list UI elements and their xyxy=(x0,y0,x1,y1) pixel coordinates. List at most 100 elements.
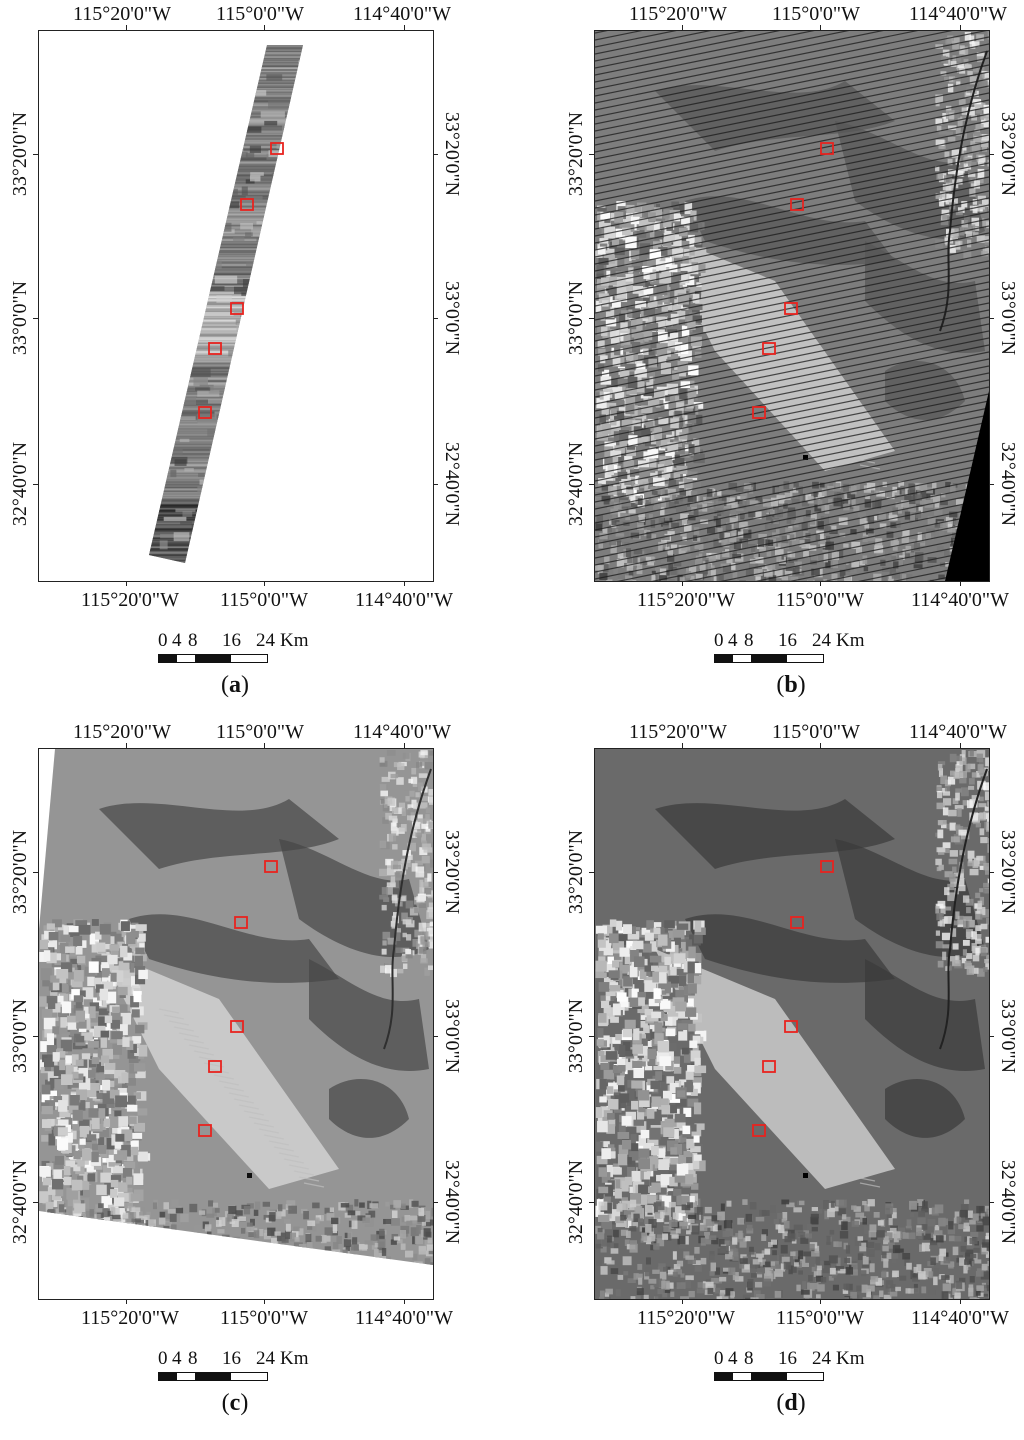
panel-label: (a) xyxy=(221,672,249,698)
lat-label-right: 33°20'0"N xyxy=(997,111,1019,197)
lon-label-top: 115°20'0"W xyxy=(73,721,171,743)
tick-mark xyxy=(989,154,994,155)
scale-segment xyxy=(159,655,177,662)
roi-box xyxy=(270,142,284,155)
scale-tick-label: 4 xyxy=(172,630,182,651)
panel-letter: d xyxy=(784,1390,798,1416)
tick-mark xyxy=(264,743,265,748)
lon-label-bottom: 114°40'0"W xyxy=(911,589,1009,611)
scale-bar-graphic xyxy=(714,1372,824,1381)
tick-mark xyxy=(589,484,594,485)
scale-tick-label: 4 xyxy=(728,630,738,651)
map-frame xyxy=(38,748,434,1300)
roi-box xyxy=(234,916,248,929)
tick-mark xyxy=(404,1299,405,1304)
tick-mark xyxy=(589,154,594,155)
tick-mark xyxy=(589,872,594,873)
roi-box xyxy=(784,1020,798,1033)
roi-box xyxy=(230,1020,244,1033)
tick-mark xyxy=(433,1036,438,1037)
lat-label-left: 32°40'0"N xyxy=(9,1159,31,1245)
tick-mark xyxy=(989,1202,994,1203)
lat-label-left: 33°20'0"N xyxy=(9,829,31,915)
scale-segment xyxy=(715,655,733,662)
scale-tick-label: 0 xyxy=(158,1348,168,1369)
scale-tick-label: 8 xyxy=(188,630,198,651)
tick-mark xyxy=(682,743,683,748)
tick-mark xyxy=(589,1202,594,1203)
scale-segment xyxy=(195,655,231,662)
scale-segment xyxy=(177,655,195,662)
tick-mark xyxy=(264,25,265,30)
lon-label-top: 115°0'0"W xyxy=(216,3,304,25)
scale-bar: 0 4 8 16 24 Km xyxy=(714,630,865,670)
panel-letter: b xyxy=(784,672,798,698)
lat-label-right: 33°20'0"N xyxy=(441,829,463,915)
roi-box xyxy=(240,198,254,211)
lon-label-bottom: 115°20'0"W xyxy=(637,1307,735,1329)
tick-mark xyxy=(682,581,683,586)
scale-segment xyxy=(733,1373,751,1380)
scale-segment xyxy=(231,1373,267,1380)
roi-box xyxy=(198,1124,212,1137)
scale-segment xyxy=(751,655,787,662)
lon-label-top: 115°0'0"W xyxy=(772,3,860,25)
roi-box xyxy=(230,302,244,315)
tick-mark xyxy=(126,743,127,748)
scale-unit: Km xyxy=(836,630,865,651)
lon-label-top: 114°40'0"W xyxy=(353,3,451,25)
tick-mark xyxy=(264,581,265,586)
tick-mark xyxy=(33,484,38,485)
tick-mark xyxy=(989,872,994,873)
scale-tick-label: 24 xyxy=(812,630,831,651)
lat-label-left: 33°0'0"N xyxy=(9,998,31,1074)
scale-tick-label: 8 xyxy=(744,630,754,651)
scale-segment xyxy=(751,1373,787,1380)
tick-mark xyxy=(404,25,405,30)
roi-box xyxy=(820,142,834,155)
map-svg xyxy=(149,45,303,563)
roi-box xyxy=(790,916,804,929)
roi-box xyxy=(820,860,834,873)
tick-mark xyxy=(820,25,821,30)
scale-bar-graphic xyxy=(158,1372,268,1381)
panel-letter: a xyxy=(229,672,241,698)
lon-label-top: 115°20'0"W xyxy=(629,721,727,743)
tick-mark xyxy=(960,743,961,748)
lon-label-bottom: 115°20'0"W xyxy=(637,589,735,611)
tick-mark xyxy=(33,1202,38,1203)
lon-label-top: 114°40'0"W xyxy=(909,721,1007,743)
scale-bar-graphic xyxy=(714,654,824,663)
scale-unit: Km xyxy=(280,630,309,651)
lon-label-top: 115°20'0"W xyxy=(629,3,727,25)
roi-box xyxy=(752,1124,766,1137)
scale-tick-label: 24 xyxy=(812,1348,831,1369)
tick-mark xyxy=(960,1299,961,1304)
tick-mark xyxy=(682,25,683,30)
lon-label-top: 114°40'0"W xyxy=(353,721,451,743)
lon-label-bottom: 115°20'0"W xyxy=(81,589,179,611)
scale-bar: 0 4 8 16 24 Km xyxy=(714,1348,865,1388)
tick-mark xyxy=(33,872,38,873)
map-svg xyxy=(595,749,989,1299)
panel-d: 115°20'0"W 115°20'0"W 115°0'0"W 115°0'0"W 11… xyxy=(556,718,1024,1436)
tick-mark xyxy=(404,581,405,586)
imagery xyxy=(595,749,989,1299)
lat-label-left: 32°40'0"N xyxy=(565,441,587,527)
lon-label-top: 115°0'0"W xyxy=(216,721,304,743)
roi-group xyxy=(198,142,284,419)
roi-group xyxy=(752,142,834,419)
scale-segment xyxy=(231,655,267,662)
tick-mark xyxy=(33,318,38,319)
lat-label-left: 33°0'0"N xyxy=(565,280,587,356)
lat-label-right: 32°40'0"N xyxy=(997,1159,1019,1245)
scale-tick-label: 16 xyxy=(778,1348,797,1369)
lat-label-left: 33°20'0"N xyxy=(565,111,587,197)
roi-group xyxy=(198,860,278,1137)
tick-mark xyxy=(682,1299,683,1304)
panel-label: (b) xyxy=(776,672,806,698)
lat-label-left: 32°40'0"N xyxy=(9,441,31,527)
scale-bar: 0 4 8 16 24 Km xyxy=(158,630,309,670)
map-frame xyxy=(594,30,990,582)
lon-label-bottom: 115°0'0"W xyxy=(220,589,308,611)
